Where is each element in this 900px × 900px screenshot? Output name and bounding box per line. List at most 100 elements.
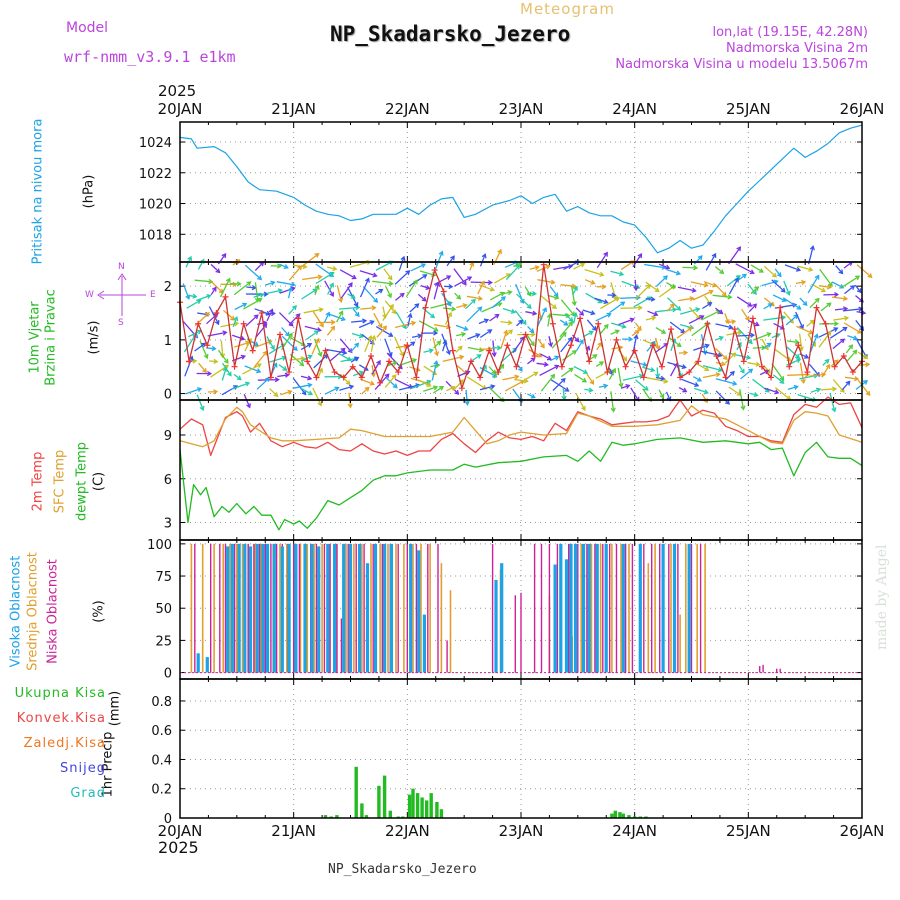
niska-bar (329, 543, 331, 673)
wind-arrow-head (741, 273, 747, 279)
srednja-bar (628, 543, 630, 673)
wind-arrow (584, 268, 604, 276)
wind-arrow-head (731, 352, 737, 358)
wind-arrow (846, 350, 857, 362)
wind-arrow (644, 263, 666, 269)
precip-ytick-label: 0.8 (151, 695, 172, 710)
visoka-bar (205, 657, 209, 673)
wind-arrow (646, 341, 656, 352)
srednja-bar (599, 543, 602, 673)
wind-arrow (281, 327, 290, 337)
wind-arrow-head (719, 269, 725, 275)
wind-arrow-head (481, 253, 487, 259)
wind-arrow (339, 338, 353, 353)
wind-speed-marker (813, 304, 820, 311)
wind-arrow (405, 279, 418, 298)
wind-arrow (246, 286, 256, 289)
niska-bar (233, 543, 236, 673)
wind-arrow-head (565, 312, 571, 319)
wind-arrow-head (288, 321, 294, 327)
wind-arrow-head (718, 309, 724, 315)
wind-arrow-head (650, 367, 656, 373)
wind-arrow (411, 334, 422, 339)
wind-speed-marker (640, 374, 647, 381)
wind-arrow (313, 354, 328, 369)
wind-arrow (582, 330, 594, 338)
legend-zaledj-kisa: Zaledj.Kisa (23, 736, 106, 751)
wind-arrow (655, 275, 668, 287)
wind-arrow (196, 294, 211, 302)
wind-arrow (818, 331, 832, 348)
precip-bar (407, 794, 412, 818)
wind-arrow (358, 320, 374, 329)
wind-arrow-head (227, 371, 232, 377)
wind-arrow (441, 333, 451, 355)
wind-arrow-head (399, 351, 405, 357)
wind-arrow-head (729, 370, 735, 376)
wind-speed-marker (422, 304, 429, 311)
wind-arrow-head (589, 379, 595, 385)
wind-arrow-head (354, 312, 360, 318)
wind-arrow-head (636, 326, 642, 331)
visoka-bar (243, 543, 247, 673)
wind-arrow-head (633, 334, 639, 340)
wind-speed-marker (504, 342, 511, 349)
wind-arrow-head (850, 285, 856, 290)
wind-arrow (314, 285, 319, 296)
wind-arrow (383, 268, 393, 280)
wind-arrow (359, 278, 370, 298)
wind-arrow-head (387, 293, 392, 299)
wind-arrow (806, 319, 815, 327)
wind-arrow-head (856, 288, 862, 294)
wind-arrow (253, 351, 268, 368)
wind-arrow (395, 345, 408, 349)
wind-arrow (253, 293, 264, 298)
wind-speed-marker (549, 320, 556, 327)
wind-speed-marker (431, 267, 438, 274)
wind-arrow-head (676, 306, 682, 311)
wind-arrow (833, 317, 849, 321)
wind-arrow (210, 280, 224, 294)
wind-arrow (419, 270, 436, 277)
wind-arrow-head (732, 380, 738, 386)
wind-arrow-head (564, 387, 570, 392)
wind-arrow (183, 333, 197, 353)
wind-arrow (797, 265, 813, 271)
wind-arrow (714, 283, 727, 297)
wind-arrow-head (411, 320, 417, 326)
wind-arrow-head (334, 386, 340, 392)
temperature-ytick-label: 3 (164, 517, 172, 532)
wind-arrow (504, 380, 525, 392)
wind-arrow (658, 263, 670, 269)
srednja-bar (229, 543, 231, 673)
srednja-bar (313, 543, 315, 673)
wind-arrow (526, 334, 535, 346)
wind-arrow-head (622, 356, 628, 362)
wind-speed-marker (649, 342, 656, 349)
wind-arrow-head (554, 355, 560, 361)
srednja-bar (222, 543, 224, 673)
wind-arrow (572, 286, 578, 296)
wind-arrow (562, 387, 566, 400)
wind-arrow-head (430, 313, 436, 319)
wind-arrow-head (435, 281, 441, 287)
wind-speed-marker (577, 315, 584, 322)
wind-arrow (374, 373, 390, 391)
precip-bar (435, 801, 439, 818)
wind-arrow (728, 246, 741, 265)
wind-arrow (489, 292, 505, 301)
niska-bar (568, 543, 570, 673)
wind-arrow-head (351, 274, 357, 280)
wind-arrow (666, 268, 681, 275)
wind-arrow-head (329, 272, 335, 277)
wind-arrow-head (254, 297, 260, 303)
wind-arrow-head (244, 381, 251, 387)
srednja-bar (654, 543, 656, 673)
wind-arrow-head (196, 387, 203, 393)
wind-arrow-head (793, 384, 799, 390)
wind-arrow (584, 279, 595, 285)
wind-arrow-head (842, 295, 849, 302)
wind-arrow-head (682, 387, 688, 393)
clouds-ytick-label: 0 (164, 667, 172, 682)
wind-speed-marker (677, 374, 684, 381)
